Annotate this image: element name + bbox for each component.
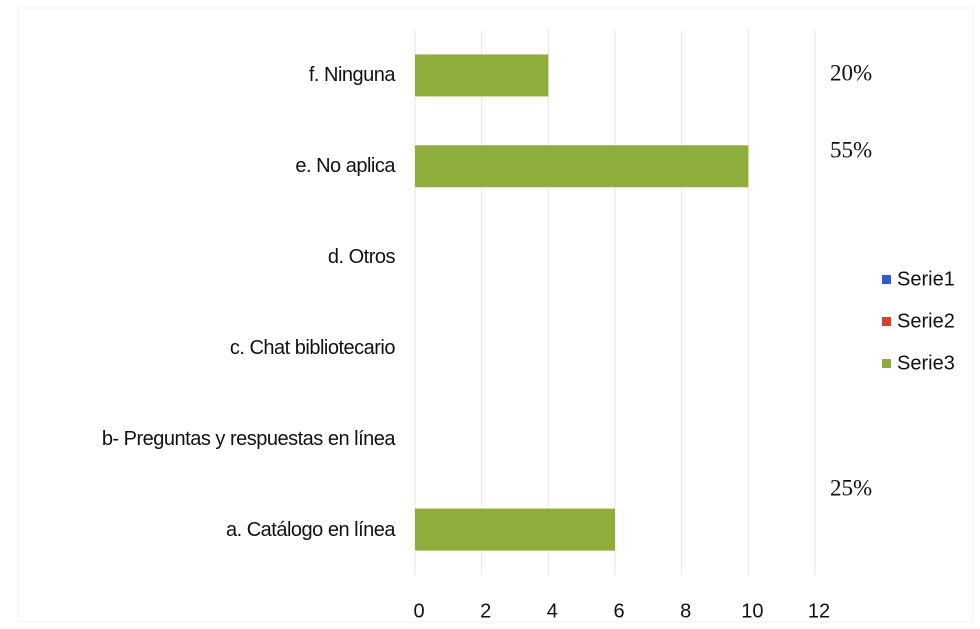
legend-swatch bbox=[882, 275, 891, 284]
bar bbox=[415, 145, 749, 188]
bar bbox=[415, 508, 615, 551]
y-tick-label-box: f. Ninguna bbox=[308, 30, 396, 120]
annotation: 25% bbox=[830, 475, 872, 500]
x-tick-label: 0 bbox=[413, 600, 424, 622]
y-tick-label-box: b- Preguntas y respuestas en línea bbox=[101, 394, 396, 484]
bar bbox=[415, 54, 549, 97]
y-tick-label: a. Catálogo en línea bbox=[225, 518, 396, 541]
y-tick-label: c. Chat bibliotecario bbox=[229, 336, 396, 359]
x-tick-label: 10 bbox=[741, 600, 763, 622]
legend-swatch bbox=[882, 317, 891, 326]
legend-label: Serie1 bbox=[897, 268, 955, 290]
legend-label: Serie3 bbox=[897, 352, 955, 374]
x-tick-label: 8 bbox=[680, 600, 691, 622]
legend-swatch bbox=[882, 359, 891, 368]
y-tick-label: d. Otros bbox=[327, 246, 396, 269]
x-tick-label: 2 bbox=[480, 600, 491, 622]
x-tick-label: 6 bbox=[613, 600, 624, 622]
annotation: 20% bbox=[830, 60, 872, 85]
plot-border bbox=[17, 7, 974, 623]
legend-label: Serie2 bbox=[897, 310, 955, 332]
y-tick-label-box: d. Otros bbox=[327, 212, 396, 302]
y-tick-label-box: c. Chat bibliotecario bbox=[229, 303, 396, 393]
y-tick-label: f. Ninguna bbox=[308, 64, 396, 87]
y-tick-label-box: a. Catálogo en línea bbox=[225, 485, 396, 575]
x-tick-label: 12 bbox=[808, 600, 830, 622]
y-tick-label-box: e. No aplica bbox=[295, 121, 395, 211]
y-tick-label: e. No aplica bbox=[295, 155, 395, 178]
y-tick-label: b- Preguntas y respuestas en línea bbox=[101, 427, 396, 450]
annotation: 55% bbox=[830, 137, 872, 162]
x-tick-label: 4 bbox=[547, 600, 558, 622]
